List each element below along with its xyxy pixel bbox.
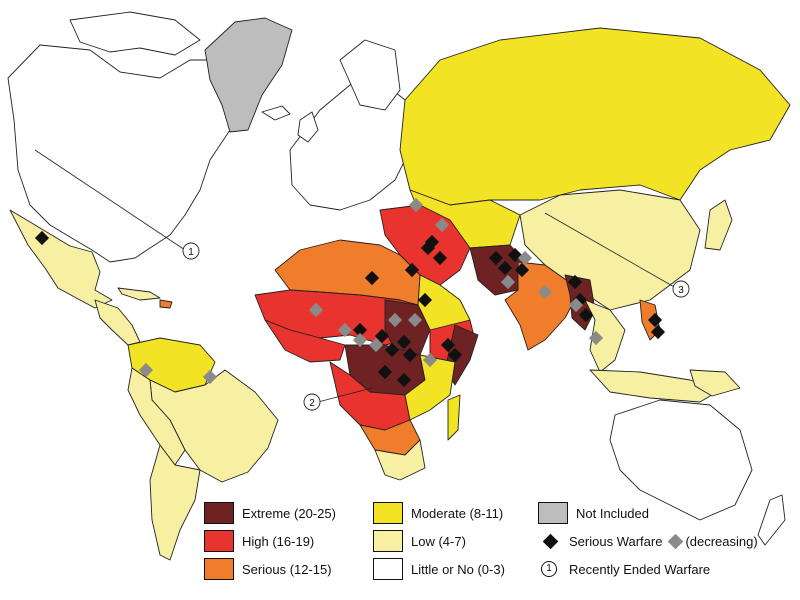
serious-warfare-marker: [352, 322, 368, 338]
decreasing-warfare-marker: [337, 322, 353, 338]
decreasing-warfare-marker: [308, 302, 324, 318]
region-madagascar: [447, 394, 461, 441]
serious-warfare-marker: [650, 324, 666, 340]
decreasing-warfare-marker: [368, 337, 384, 353]
region-east-africa: [404, 354, 456, 421]
decreasing-warfare-marker: [408, 197, 424, 213]
callout-1-circle: [182, 242, 200, 260]
region-argentina-chile: [149, 444, 201, 561]
decreasing-warfare-marker: [352, 332, 368, 348]
decreasing-warfare-marker: [407, 312, 423, 328]
serious-warfare-marker: [374, 328, 390, 344]
region-central-america: [94, 299, 141, 346]
region-india: [504, 261, 581, 351]
serious-warfare-marker: [432, 250, 448, 266]
region-greenland: [204, 17, 293, 133]
region-haiti: [159, 299, 173, 309]
callout-1-line: [34, 149, 186, 251]
decreasing-warfare-marker: [500, 274, 516, 290]
decreasing-warfare-marker: [568, 297, 584, 313]
serious-warfare-marker: [497, 260, 513, 276]
decreasing-warfare-marker: [537, 284, 553, 300]
callout-2-label: 2: [309, 398, 315, 409]
serious-warfare-marker: [364, 270, 380, 286]
region-arctic-islands: [69, 11, 201, 56]
decreasing-warfare-marker: [422, 352, 438, 368]
callout-3-line: [544, 212, 677, 289]
region-indonesia: [589, 369, 721, 403]
serious-warfare-marker: [417, 292, 433, 308]
region-australia: [609, 399, 753, 521]
serious-warfare-marker: [384, 342, 400, 358]
serious-warfare-marker: [647, 312, 663, 328]
decreasing-warfare-marker: [138, 362, 154, 378]
serious-warfare-marker: [488, 250, 504, 266]
region-new-zealand: [757, 494, 786, 546]
serious-warfare-marker: [396, 372, 412, 388]
region-southeast-asia: [584, 299, 626, 373]
serious-warfare-marker: [424, 234, 440, 250]
callout-3-circle: [672, 280, 690, 298]
decreasing-warfare-marker: [434, 217, 450, 233]
region-russia: [399, 27, 791, 206]
serious-warfare-marker: [404, 262, 420, 278]
decreasing-warfare-marker: [387, 312, 403, 328]
serious-warfare-marker: [567, 274, 583, 290]
region-europe: [289, 79, 411, 211]
serious-warfare-marker: [402, 347, 418, 363]
serious-warfare-marker: [514, 262, 530, 278]
region-uk: [297, 111, 319, 143]
serious-warfare-marker: [396, 334, 412, 350]
region-mexico: [9, 209, 113, 309]
callout-3-label: 3: [678, 285, 684, 296]
region-scandinavia: [339, 39, 401, 111]
region-japan: [704, 199, 733, 251]
callout-2-line: [317, 387, 373, 403]
region-iceland: [261, 105, 291, 121]
decreasing-warfare-marker: [202, 369, 218, 385]
region-peru-bolivia: [127, 367, 186, 466]
serious-warfare-marker: [377, 364, 393, 380]
serious-warfare-marker: [447, 347, 463, 363]
decreasing-warfare-marker: [588, 330, 604, 346]
callout-1-label: 1: [188, 247, 194, 258]
region-west-africa: [264, 319, 346, 363]
region-new-guinea: [689, 369, 741, 397]
serious-warfare-marker: [578, 307, 594, 323]
callout-2-circle: [303, 393, 321, 411]
region-southern-africa: [374, 439, 426, 481]
decreasing-warfare-marker: [517, 250, 533, 266]
serious-warfare-marker: [440, 337, 456, 353]
region-north-america: [7, 44, 263, 263]
region-cuba: [117, 287, 161, 301]
